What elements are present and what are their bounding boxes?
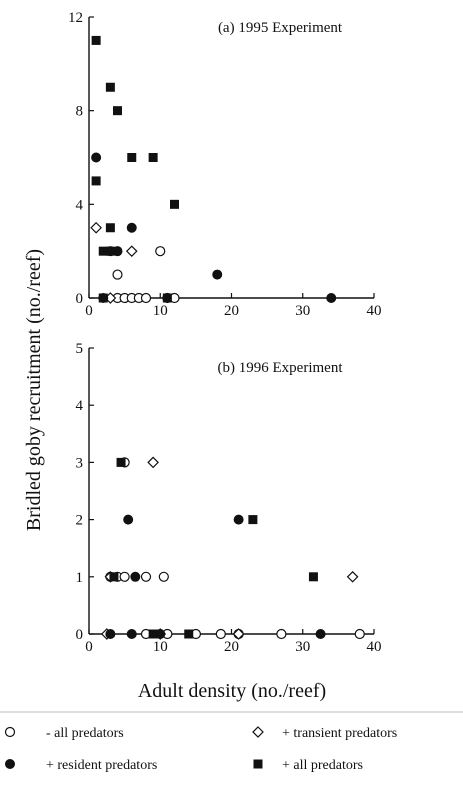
data-point (112, 269, 123, 280)
y-tick-label: 0 (76, 627, 84, 643)
legend-label: + transient predators (282, 726, 397, 741)
data-point (152, 629, 162, 639)
y-tick-label: 3 (76, 455, 84, 471)
data-point (91, 176, 101, 186)
data-point (98, 293, 108, 303)
legend-marker (252, 726, 264, 738)
data-point (105, 629, 116, 639)
y-axis-title: Bridled goby recruitment (no./reef) (23, 249, 45, 531)
data-point (308, 572, 318, 582)
x-tick-label: 20 (224, 303, 239, 319)
data-point (123, 514, 134, 525)
legend-marker (253, 759, 263, 769)
data-point (354, 628, 365, 640)
x-tick-label: 40 (367, 303, 382, 319)
x-axis-title: Adult density (no./reef) (138, 680, 326, 702)
y-tick-label: 12 (68, 10, 83, 26)
legend-label: - all predators (46, 726, 124, 741)
data-point (105, 246, 115, 256)
data-point (232, 628, 245, 640)
data-point (148, 153, 158, 162)
x-tick-label: 30 (295, 639, 310, 655)
y-tick-label: 4 (76, 398, 84, 414)
data-point (140, 571, 152, 582)
x-tick-label: 10 (153, 639, 168, 655)
legend-label: + all predators (282, 758, 363, 773)
data-point (98, 246, 108, 256)
panel-a-1995: 0 4 8 12 0 10 20 30 40 (a) 1995 Experiment (68, 10, 382, 319)
legend: - all predators + transient predators + re… (0, 711, 463, 773)
y-tick-label: 8 (76, 104, 84, 120)
x-tick-label: 10 (153, 303, 168, 319)
y-tick-label: 2 (76, 513, 84, 529)
y-tick-label: 5 (76, 341, 84, 357)
data-point (326, 293, 337, 303)
legend-marker (5, 759, 15, 769)
data-point (126, 629, 137, 639)
data-point (155, 246, 166, 257)
legend-marker (4, 726, 16, 738)
data-point (105, 82, 115, 92)
data-point (162, 293, 172, 303)
data-point (170, 199, 179, 209)
panel-title: (b) 1996 Experiment (218, 360, 344, 376)
x-tick-label: 0 (85, 639, 93, 655)
data-point (91, 35, 101, 45)
x-tick-label: 30 (295, 303, 310, 319)
data-point (126, 222, 137, 233)
data-point (212, 269, 223, 280)
data-point (276, 628, 287, 640)
data-point (315, 629, 326, 639)
data-point (215, 628, 226, 640)
panel-title: (a) 1995 Experiment (218, 20, 343, 36)
data-point (116, 457, 126, 467)
data-point (130, 571, 141, 582)
data-point (125, 245, 138, 258)
data-point (184, 629, 194, 639)
data-point (140, 292, 152, 304)
data-point (91, 152, 102, 163)
data-point (346, 570, 359, 583)
data-point (233, 514, 244, 525)
legend-label: + resident predators (46, 758, 157, 773)
data-point (90, 221, 102, 234)
y-tick-label: 0 (76, 291, 84, 307)
x-tick-label: 40 (367, 639, 382, 655)
x-tick-label: 0 (85, 303, 93, 319)
data-point (105, 223, 115, 233)
y-tick-label: 4 (76, 197, 84, 213)
data-point (119, 571, 130, 582)
y-tick-label: 1 (76, 570, 84, 586)
data-point (127, 153, 137, 162)
panel-b-1996: 0 1 2 3 4 5 0 10 20 30 40 (b) 1996 Experiment (76, 341, 382, 655)
x-tick-label: 20 (224, 639, 239, 655)
data-point (248, 515, 258, 525)
data-point (147, 456, 159, 469)
data-point (109, 572, 119, 582)
data-point (158, 571, 169, 582)
data-point (113, 106, 122, 116)
